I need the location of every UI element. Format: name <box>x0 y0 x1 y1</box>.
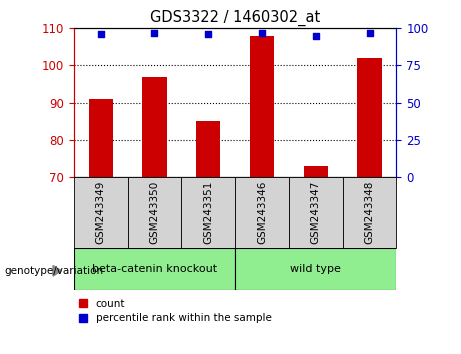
Bar <box>74 248 235 290</box>
Point <box>205 32 212 37</box>
Bar <box>235 177 289 248</box>
Point <box>97 32 104 37</box>
Bar <box>304 166 328 177</box>
Title: GDS3322 / 1460302_at: GDS3322 / 1460302_at <box>150 9 320 25</box>
Text: GSM243349: GSM243349 <box>95 181 106 244</box>
Polygon shape <box>53 266 61 276</box>
Bar <box>357 58 382 177</box>
Text: GSM243350: GSM243350 <box>149 181 160 244</box>
Text: GSM243348: GSM243348 <box>365 181 375 244</box>
Bar <box>289 177 343 248</box>
Text: genotype/variation: genotype/variation <box>5 266 104 276</box>
Bar <box>74 177 128 248</box>
Bar <box>128 177 181 248</box>
Bar <box>196 121 220 177</box>
Point <box>312 33 319 39</box>
Text: GSM243346: GSM243346 <box>257 181 267 244</box>
Bar <box>250 36 274 177</box>
Text: wild type: wild type <box>290 264 341 274</box>
Point <box>151 30 158 36</box>
Bar <box>343 177 396 248</box>
Legend: count, percentile rank within the sample: count, percentile rank within the sample <box>79 299 272 323</box>
Text: beta-catenin knockout: beta-catenin knockout <box>92 264 217 274</box>
Point <box>366 30 373 36</box>
Text: GSM243351: GSM243351 <box>203 181 213 244</box>
Text: GSM243347: GSM243347 <box>311 181 321 244</box>
Bar <box>181 177 235 248</box>
Bar <box>89 99 113 177</box>
Bar <box>235 248 396 290</box>
Bar <box>142 77 166 177</box>
Point <box>258 30 266 36</box>
